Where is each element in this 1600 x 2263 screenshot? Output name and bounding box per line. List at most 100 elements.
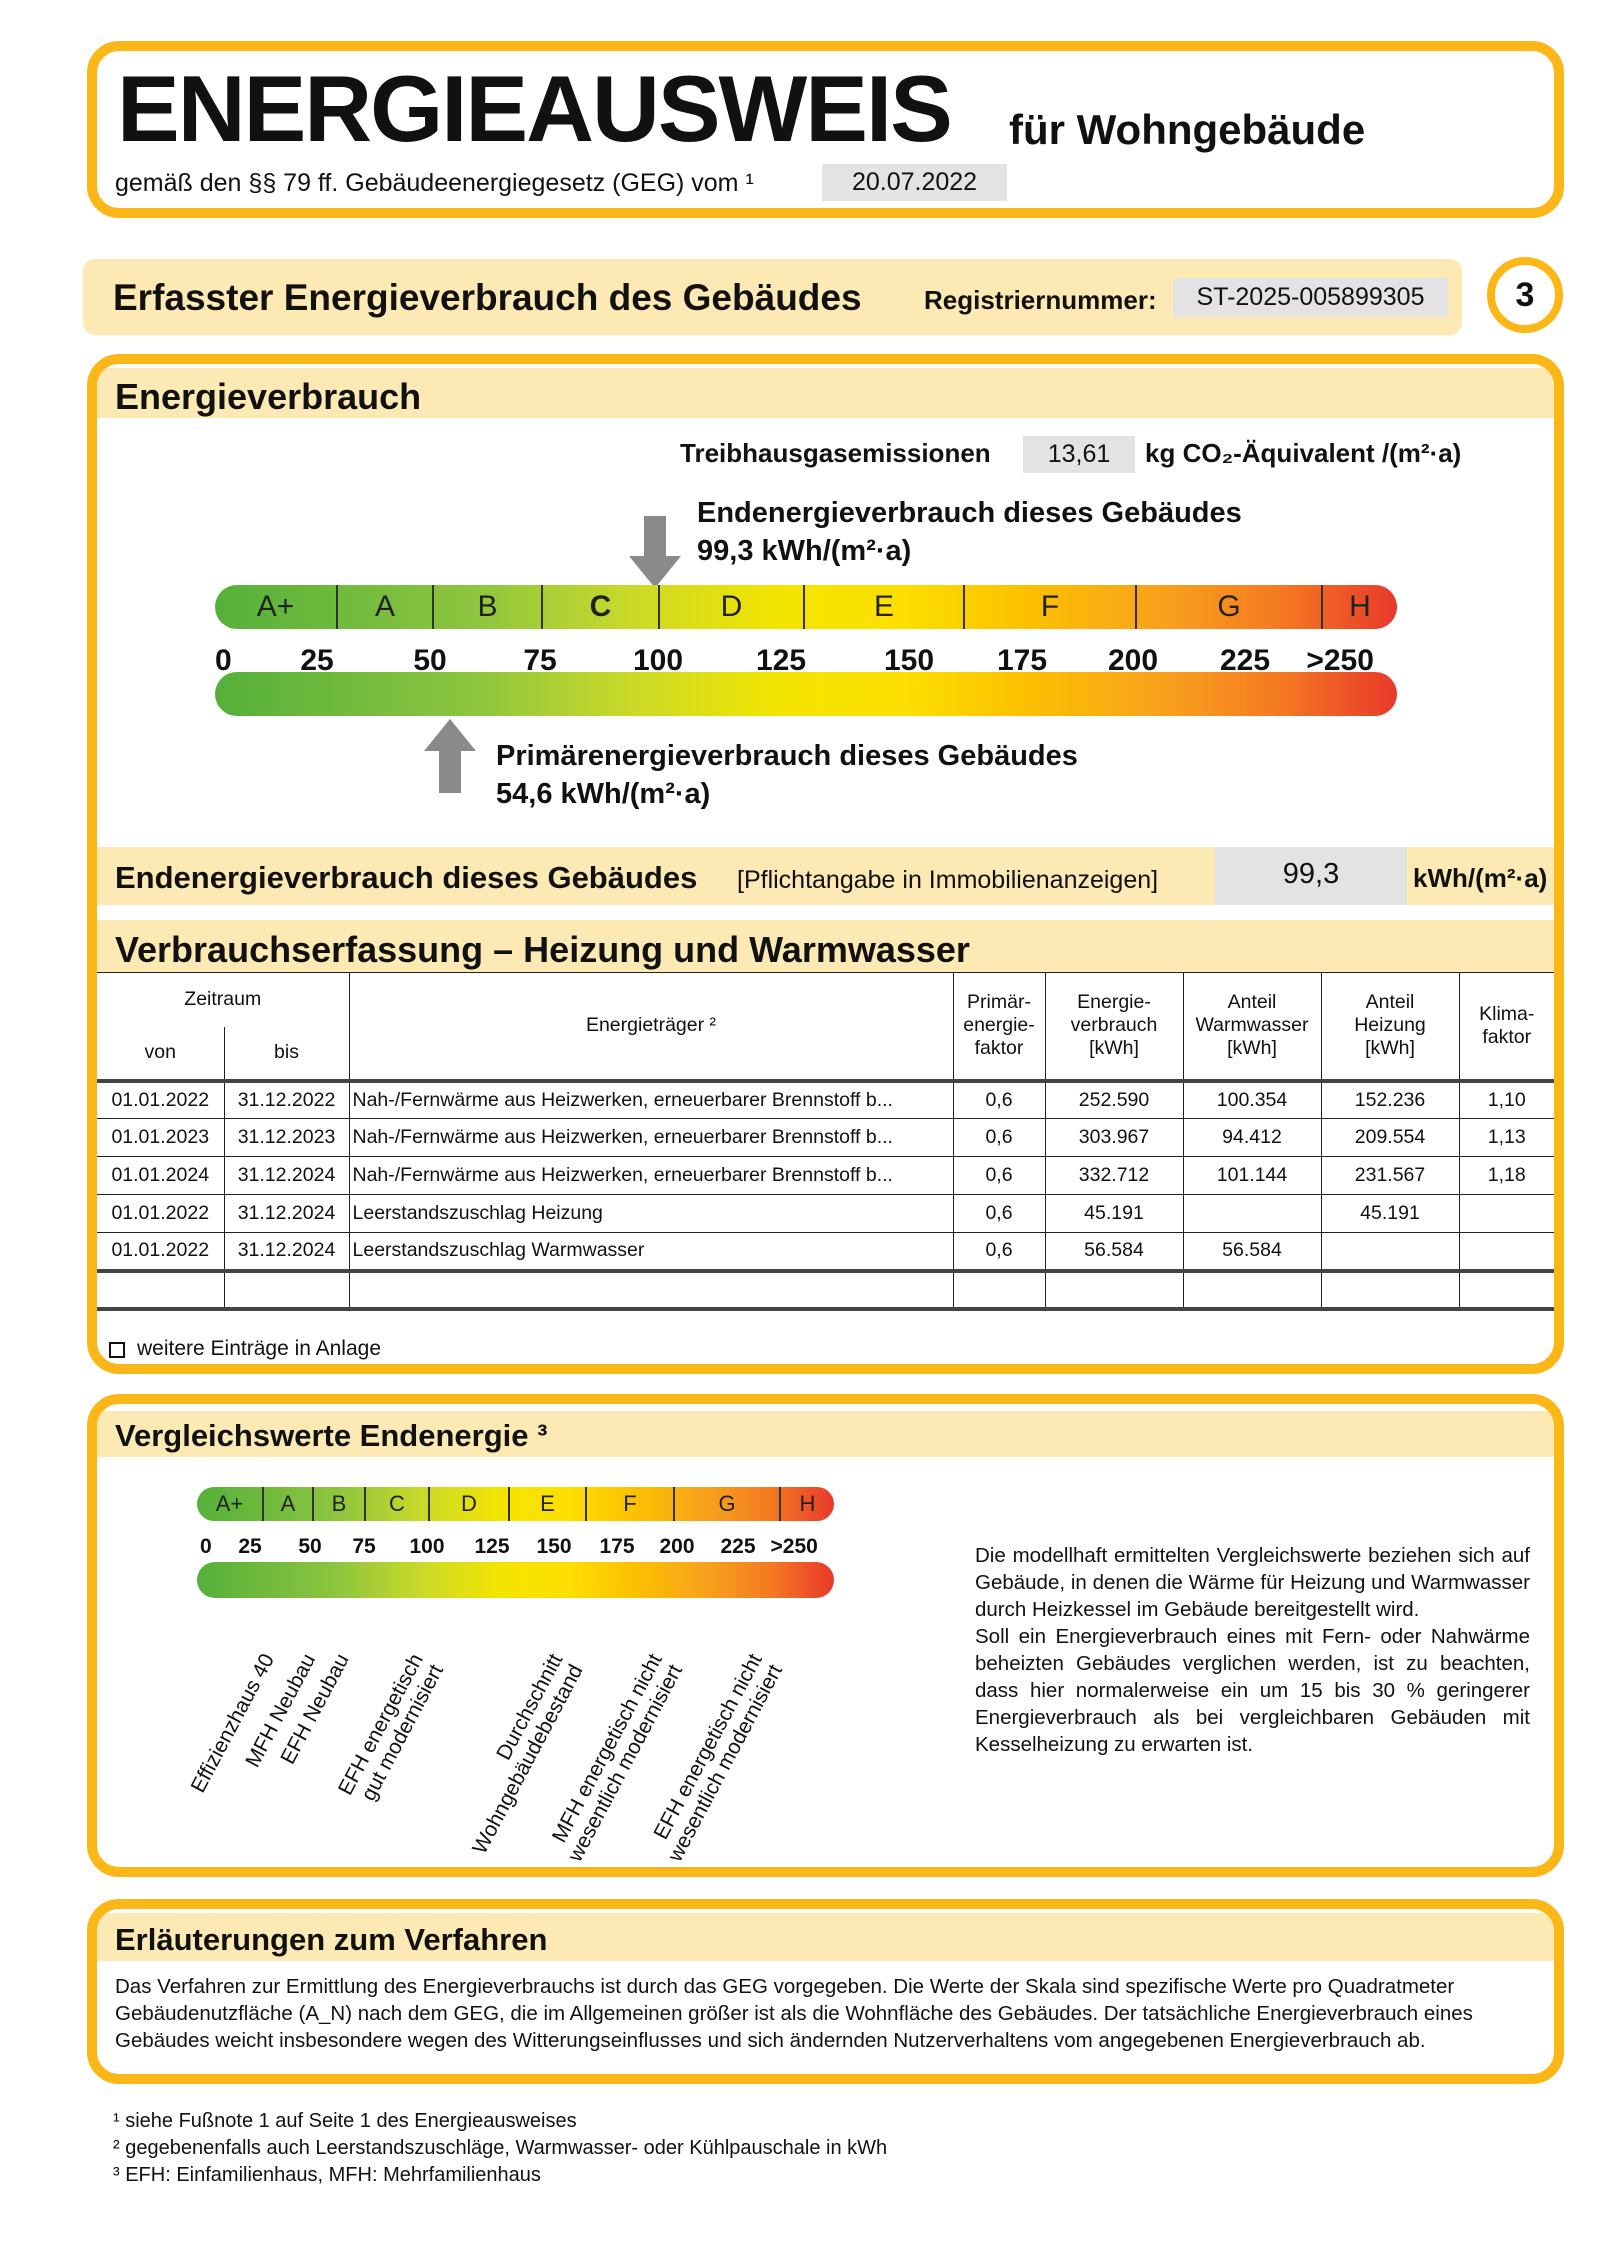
- table-cell: [1458, 1268, 1554, 1311]
- ghg-unit: kg CO₂-Äquivalent /(m²·a): [1145, 438, 1462, 468]
- end-energy-row: Endenergieverbrauch dieses Gebäudes [Pfl…: [97, 847, 1554, 905]
- efficiency-class-bar: A+ A B C D E F G H: [215, 585, 1397, 629]
- table-cell: 100.354: [1182, 1078, 1322, 1119]
- comparison-gradient-bar: [197, 1562, 834, 1598]
- scale-tick: 125: [755, 644, 807, 677]
- comparison-class-bar: A+ A B C D E F G H: [197, 1487, 834, 1521]
- comparison-scale-ticks: 0 25 50 75 100 125 150 175 200 225 >250: [197, 1535, 834, 1565]
- table-cell: 45.191: [1044, 1194, 1184, 1233]
- class-label-b: B: [312, 1487, 364, 1521]
- explanation-header-stripe: [97, 1913, 1554, 1961]
- table-cell: 45.191: [1320, 1194, 1460, 1233]
- table-cell: 31.12.2024: [223, 1194, 350, 1233]
- class-label-g: G: [1135, 585, 1321, 629]
- class-label-f: F: [963, 585, 1135, 629]
- scale-ticks: 0 25 50 75 100 125 150 175 200 225 >250: [215, 644, 1397, 684]
- more-entries-label: weitere Einträge in Anlage: [137, 1337, 381, 1360]
- table-cell: 252.590: [1044, 1078, 1184, 1119]
- class-label-c: C: [364, 1487, 428, 1521]
- end-energy-label: Endenergieverbrauch dieses Gebäudes: [697, 497, 1242, 529]
- header-consumption: Energie- verbrauch [kWh]: [1044, 972, 1184, 1081]
- class-label-a-plus: A+: [256, 590, 295, 623]
- scale-tick: 125: [474, 1535, 510, 1558]
- energy-header-stripe: [97, 368, 1554, 418]
- footnote: ³ EFH: Einfamilienhaus, MFH: Mehrfamilie…: [113, 2164, 541, 2186]
- scale-tick: 200: [659, 1535, 695, 1558]
- class-label-g: G: [673, 1487, 779, 1521]
- class-label-h: H: [1321, 585, 1397, 629]
- table-cell: 303.967: [1044, 1118, 1184, 1157]
- table-cell: 01.01.2022: [97, 1194, 225, 1233]
- scale-tick: 150: [883, 644, 935, 677]
- table-cell: 01.01.2022: [97, 1232, 225, 1271]
- end-row-unit: kWh/(m²·a): [1413, 863, 1548, 893]
- comparison-title: Vergleichswerte Endenergie ³: [115, 1418, 548, 1453]
- table-row: 01.01.2022 31.12.2024 Leerstandszuschlag H…: [97, 1194, 1554, 1233]
- table-cell: [1458, 1232, 1554, 1271]
- table-cell: Leerstandszuschlag Heizung: [348, 1194, 954, 1233]
- table-cell: 0,6: [952, 1118, 1046, 1157]
- section-title: Erfasster Energieverbrauch des Gebäudes: [113, 277, 862, 318]
- header-primary-factor: Primär- energie- faktor: [952, 972, 1046, 1081]
- table-cell: [1320, 1268, 1460, 1311]
- scale-tick: 175: [599, 1535, 635, 1558]
- comparison-explanation: Die modellhaft ermittelten Vergleichswer…: [975, 1544, 1530, 1756]
- class-label-f: F: [585, 1487, 673, 1521]
- ghg-value: 13,61: [1023, 436, 1135, 473]
- table-cell: 01.01.2024: [97, 1156, 225, 1195]
- footnote: ² gegebenenfalls auch Leerstandszuschläg…: [113, 2137, 888, 2159]
- table-cell: 94.412: [1182, 1118, 1322, 1157]
- registration-number: ST-2025-005899305: [1173, 278, 1448, 317]
- scale-tick: 25: [300, 644, 334, 677]
- table-cell: 0,6: [952, 1194, 1046, 1233]
- scale-tick: 50: [298, 1535, 322, 1558]
- explanation-title: Erläuterungen zum Verfahren: [115, 1922, 548, 1957]
- table-cell: 1,18: [1458, 1156, 1554, 1195]
- scale-tick: 25: [238, 1535, 262, 1558]
- header-warm-water: Anteil Warmwasser [kWh]: [1182, 972, 1322, 1081]
- scale-tick: 150: [536, 1535, 572, 1558]
- scale-tick: 175: [996, 644, 1048, 677]
- table-cell: 56.584: [1044, 1232, 1184, 1271]
- table-cell: [1182, 1194, 1322, 1233]
- section-bar: Erfasster Energieverbrauch des Gebäudes …: [83, 259, 1462, 335]
- table-cell: 31.12.2024: [223, 1156, 350, 1195]
- table-row: [97, 1268, 1554, 1311]
- header-carrier: Energieträger ²: [348, 972, 954, 1081]
- table-cell: 231.567: [1320, 1156, 1460, 1195]
- document-subtitle: für Wohngebäude: [1009, 106, 1366, 153]
- table-cell: 101.144: [1182, 1156, 1322, 1195]
- end-row-value: 99,3: [1215, 847, 1407, 905]
- table-cell: 0,6: [952, 1078, 1046, 1119]
- scale-tick: 75: [523, 644, 557, 677]
- gradient-scale-bar: [215, 672, 1397, 716]
- table-cell: Nah-/Fernwärme aus Heizwerken, erneuerba…: [348, 1118, 954, 1157]
- table-cell: 0,6: [952, 1156, 1046, 1195]
- table-cell: Nah-/Fernwärme aus Heizwerken, erneuerba…: [348, 1078, 954, 1119]
- scale-tick: 100: [632, 644, 684, 677]
- table-cell: 31.12.2023: [223, 1118, 350, 1157]
- scale-tick: 0: [215, 644, 232, 677]
- table-cell: 01.01.2023: [97, 1118, 225, 1157]
- explanation-text: Das Verfahren zur Ermittlung des Energie…: [115, 1975, 1473, 2052]
- comparison-box: Vergleichswerte Endenergie ³ A+ A B C D E F G H …: [87, 1394, 1564, 1877]
- header-period: Zeitraum: [97, 972, 350, 1027]
- page-number-badge: 3: [1487, 257, 1563, 333]
- class-label-a: A: [336, 585, 432, 629]
- header-to: bis: [223, 1026, 350, 1081]
- scale-tick: 225: [1219, 644, 1271, 677]
- table-cell: 152.236: [1320, 1078, 1460, 1119]
- table-cell: [223, 1268, 350, 1311]
- table-row: 01.01.2023 31.12.2023 Nah-/Fernwärme aus H…: [97, 1118, 1554, 1157]
- comparison-label-text: EFH energetisch gut modernisiert: [333, 1650, 448, 1805]
- consumption-header-stripe: [97, 920, 1554, 972]
- header-from: von: [97, 1026, 225, 1081]
- more-entries-checkbox[interactable]: [109, 1342, 125, 1358]
- document-title: ENERGIEAUSWEIS: [117, 56, 953, 161]
- class-label-d: D: [428, 1487, 508, 1521]
- primary-energy-label: Primärenergieverbrauch dieses Gebäudes: [496, 740, 1078, 772]
- class-label-e: E: [803, 585, 963, 629]
- table-cell: [97, 1268, 225, 1311]
- table-cell: 0,6: [952, 1232, 1046, 1271]
- table-cell: 01.01.2022: [97, 1078, 225, 1119]
